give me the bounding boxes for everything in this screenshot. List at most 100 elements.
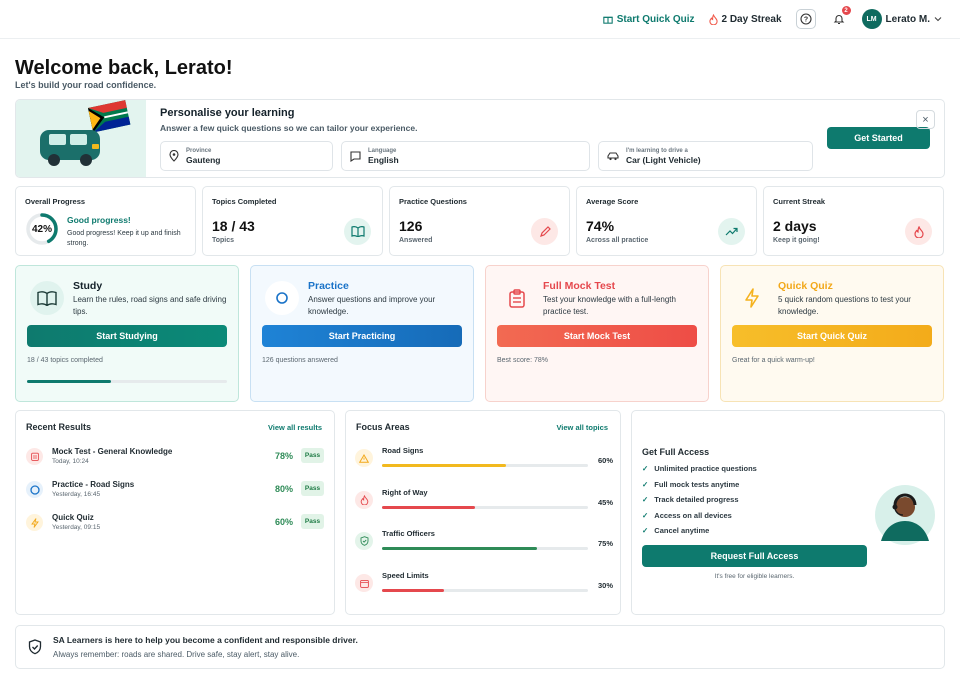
list-item[interactable]: Practice - Road Signs Yesterday, 16:45 8…: [26, 478, 326, 500]
focus-bar: [382, 589, 588, 592]
feature-text: Track detailed progress: [654, 495, 739, 505]
feature-text: Unlimited practice questions: [654, 464, 757, 473]
quick-quiz-label: Start Quick Quiz: [616, 13, 695, 25]
questions-value: 126: [399, 218, 423, 234]
notification-badge: 2: [841, 6, 851, 15]
hand-icon: [355, 491, 373, 509]
focus-item[interactable]: Right of Way 45%: [355, 488, 613, 518]
access-note: It's free for eligible learners.: [714, 573, 795, 580]
progress-message: Good progress! Keep it up and finish str…: [67, 230, 181, 247]
language-label: Language: [368, 147, 397, 154]
focus-percent: 30%: [597, 581, 613, 590]
average-score-card: Average Score 74% Across all practice: [576, 186, 757, 256]
focus-bar: [382, 547, 588, 550]
practice-description: Answer questions and improve your knowle…: [308, 295, 436, 316]
feature-item: ✓ Full mock tests anytime: [642, 480, 757, 496]
status-badge: Pass: [301, 481, 324, 496]
start-mock-test-button[interactable]: Start Mock Test: [497, 325, 697, 347]
help-button[interactable]: ?: [795, 9, 816, 29]
get-started-button[interactable]: Get Started: [827, 127, 930, 149]
recent-results-panel: Recent Results View all results Mock Tes…: [15, 410, 335, 615]
practice-card: Practice Answer questions and improve yo…: [250, 265, 474, 402]
practice-footnote: 126 questions answered: [262, 357, 338, 364]
top-bar: Start Quick Quiz 2 Day Streak ? 2 LM Ler…: [0, 0, 960, 39]
location-pin-icon: [169, 150, 179, 162]
view-all-topics-link[interactable]: View all topics: [556, 423, 608, 432]
gift-icon: [602, 16, 613, 24]
result-score: 78%: [275, 451, 294, 461]
study-description: Learn the rules, road signs and safe dri…: [73, 295, 227, 316]
status-badge: Pass: [301, 514, 324, 529]
quiz-description: 5 quick random questions to test your kn…: [778, 295, 911, 316]
start-quick-quiz-link[interactable]: Start Quick Quiz: [602, 13, 695, 25]
request-full-access-button[interactable]: Request Full Access: [642, 545, 867, 567]
list-item[interactable]: Quick Quiz Yesterday, 09:15 60% Pass: [26, 511, 326, 533]
recent-results-title: Recent Results: [26, 422, 92, 432]
score-sub: Across all practice: [586, 237, 649, 244]
overall-progress-card: Overall Progress 42% Good progress! Good…: [15, 186, 196, 256]
flame-icon: [708, 13, 718, 25]
result-name: Quick Quiz: [52, 513, 94, 522]
full-access-title: Get Full Access: [642, 447, 710, 457]
feature-item: ✓ Cancel anytime: [642, 526, 757, 542]
support-agent-illustration: [875, 485, 935, 545]
study-card: Study Learn the rules, road signs and sa…: [15, 265, 239, 402]
feature-text: Access on all devices: [654, 510, 732, 520]
user-name: Lerato M.: [885, 13, 930, 25]
help-icon: ?: [799, 13, 812, 25]
result-score: 80%: [275, 484, 294, 494]
mock-description: Test your knowledge with a full-length p…: [543, 295, 676, 316]
questions-title: Practice Questions: [399, 197, 467, 206]
clipboard-icon: [26, 448, 43, 465]
vehicle-value: Car (Light Vehicle): [626, 154, 701, 165]
circle-icon: [26, 481, 43, 498]
streak-indicator: 2 Day Streak: [708, 13, 782, 25]
result-time: Yesterday, 09:15: [52, 524, 101, 531]
practice-questions-card: Practice Questions 126 Answered: [389, 186, 570, 256]
bell-icon: [833, 15, 844, 25]
lightning-icon: [26, 514, 43, 531]
start-studying-button[interactable]: Start Studying: [27, 325, 227, 347]
language-select[interactable]: Language English: [341, 141, 590, 171]
footer-text: Always remember: roads are shared. Drive…: [53, 650, 300, 659]
streak-sub: Keep it going!: [773, 237, 820, 244]
quiz-footnote: Great for a quick warm-up!: [732, 357, 815, 364]
focus-bar: [382, 464, 588, 467]
clipboard-icon: [500, 281, 534, 315]
personalise-subtitle: Answer a few quick questions so we can t…: [160, 123, 418, 133]
svg-text:?: ?: [803, 17, 807, 24]
province-label: Province: [186, 147, 212, 154]
focus-item[interactable]: Traffic Officers 75%: [355, 529, 613, 559]
list-item[interactable]: Mock Test - General Knowledge Today, 10:…: [26, 445, 326, 467]
view-all-results-link[interactable]: View all results: [267, 423, 322, 432]
practice-title: Practice: [308, 280, 349, 292]
pencil-icon: [531, 218, 558, 245]
score-value: 74%: [586, 218, 615, 234]
notifications-button[interactable]: 2: [830, 6, 851, 28]
check-icon: ✓: [642, 495, 649, 505]
focus-item[interactable]: Road Signs 60%: [355, 446, 613, 476]
streak-label: 2 Day Streak: [721, 13, 782, 25]
feature-list: ✓ Unlimited practice questions ✓ Full mock…: [642, 464, 757, 542]
lightning-icon: [735, 281, 769, 315]
vehicle-label: I'm learning to drive a: [626, 147, 688, 154]
focus-areas-title: Focus Areas: [356, 422, 410, 432]
overall-progress-title: Overall Progress: [25, 197, 86, 206]
study-footnote: 18 / 43 topics completed: [27, 357, 103, 364]
focus-item[interactable]: Speed Limits 30%: [355, 571, 613, 601]
vehicle-select[interactable]: I'm learning to drive a Car (Light Vehicl…: [598, 141, 813, 171]
province-select[interactable]: Province Gauteng: [160, 141, 333, 171]
check-icon: ✓: [642, 479, 649, 489]
progress-headline: Good progress!: [67, 215, 131, 225]
feature-text: Cancel anytime: [654, 526, 710, 536]
start-quick-quiz-button[interactable]: Start Quick Quiz: [732, 325, 932, 347]
result-name: Mock Test - General Knowledge: [52, 447, 173, 456]
feature-text: Full mock tests anytime: [654, 479, 740, 489]
focus-areas-panel: Focus Areas View all topics Road Signs 6…: [345, 410, 621, 615]
status-badge: Pass: [301, 448, 324, 463]
personalise-title: Personalise your learning: [160, 107, 295, 119]
study-progress-bar: [27, 380, 227, 383]
user-menu[interactable]: LM Lerato M.: [861, 9, 942, 29]
close-icon[interactable]: ×: [916, 110, 935, 129]
start-practicing-button[interactable]: Start Practicing: [262, 325, 462, 347]
